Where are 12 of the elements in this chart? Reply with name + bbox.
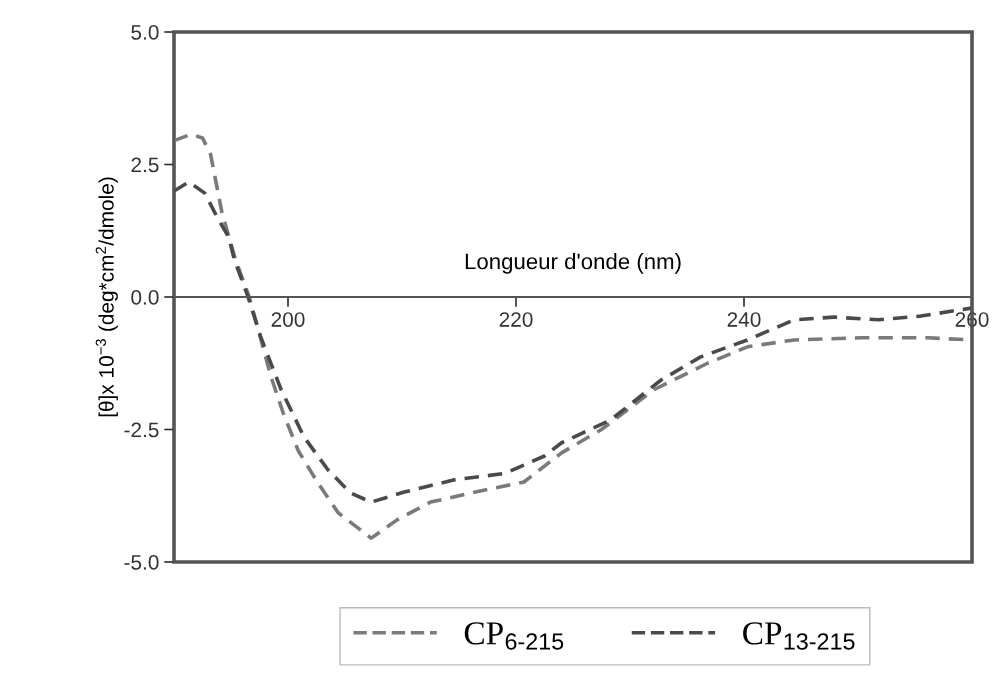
legend-label: CP$_{13-215}$	[743, 622, 855, 650]
y-tick-label: 0.0	[131, 290, 159, 305]
y-tick-label: 2.5	[131, 157, 159, 173]
y-axis-title: [θ]x 10$^{−3}$ (deg*cm$^{2}$/dmole)	[95, 177, 118, 417]
x-tick-label: 220	[499, 312, 533, 327]
x-axis-title: Longueur d'onde (nm)	[465, 253, 681, 274]
y-tick-label: -2.5	[124, 422, 159, 438]
x-tick-label: 240	[727, 312, 761, 327]
legend-label: CP$_{6-215}$	[464, 622, 564, 650]
y-tick-label: 5.0	[131, 25, 159, 40]
y-tick-label: -5.0	[124, 555, 159, 570]
x-tick-label: 200	[271, 312, 305, 327]
